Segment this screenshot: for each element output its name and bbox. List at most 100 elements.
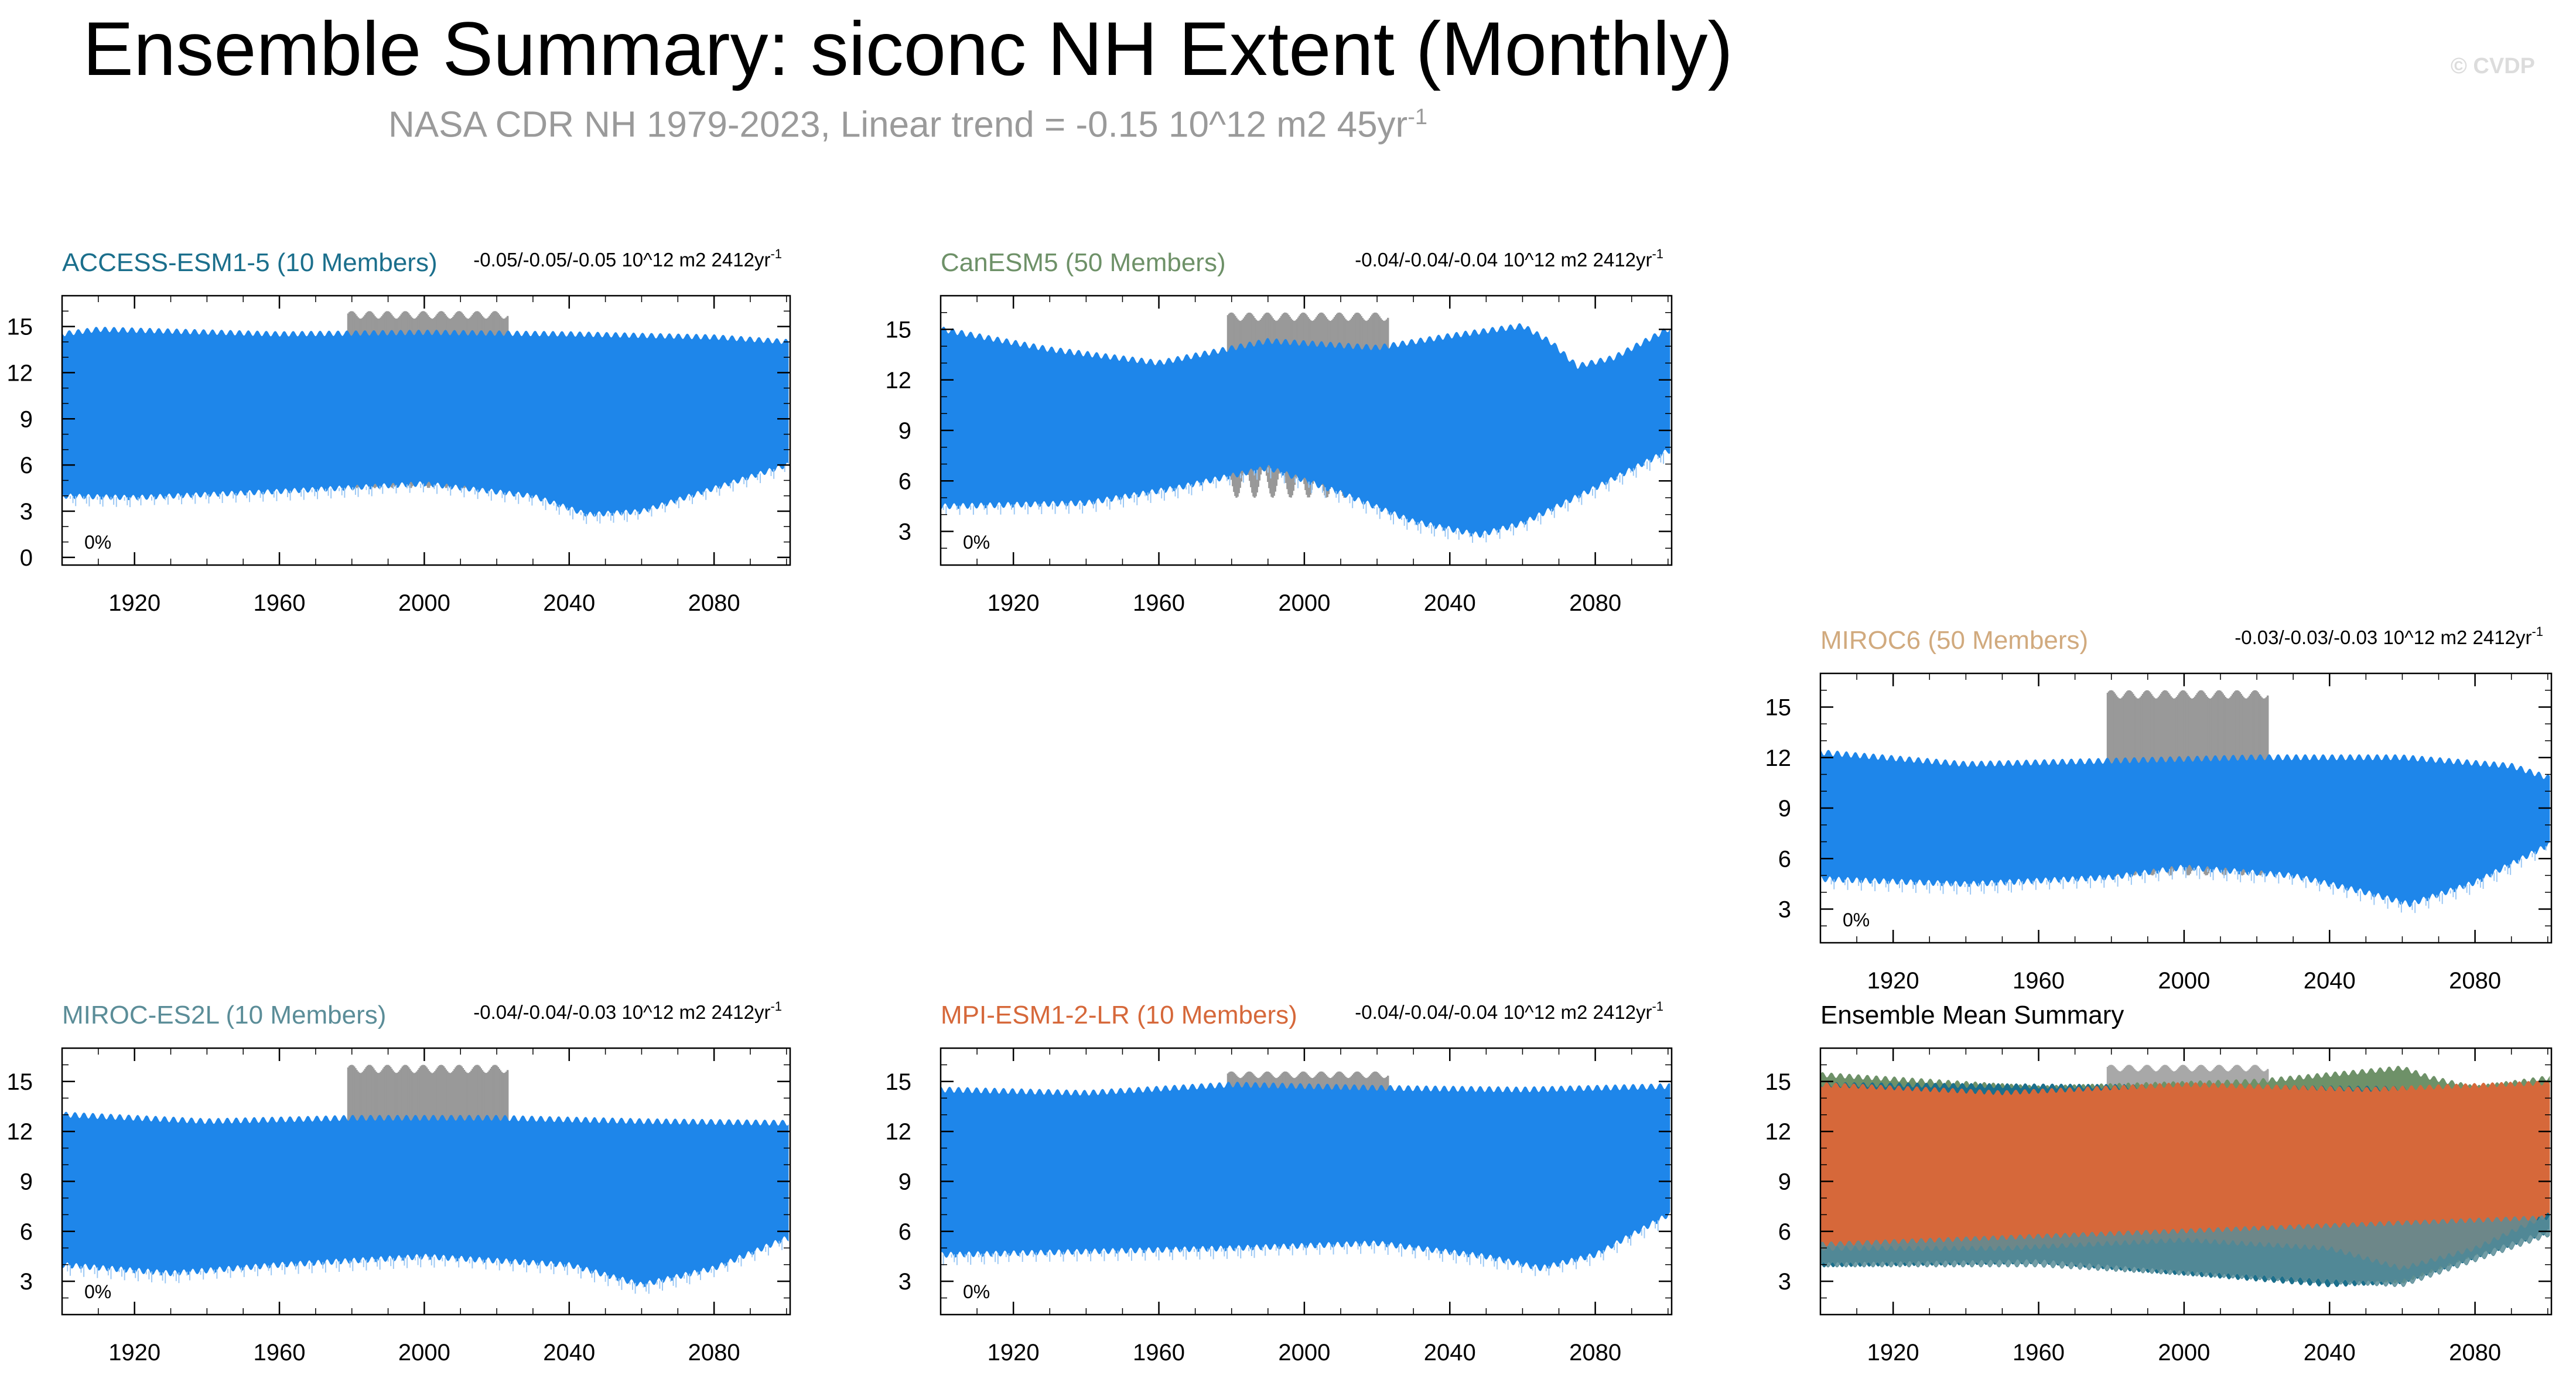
trend-label-text: -0.04/-0.04/-0.04 10^12 m2 2412yr [1355, 1001, 1652, 1023]
x-tick-label: 2040 [2304, 968, 2356, 994]
cvdp-watermark: © CVDP [2450, 54, 2535, 78]
x-tick-label: 1960 [1133, 590, 1185, 616]
y-tick-label: 12 [886, 368, 912, 393]
y-tick-label: 12 [886, 1119, 912, 1145]
percent-label: 0% [963, 1281, 990, 1302]
panel-miroc-es2l: 3 6 9 12 15 1920 1960 2000 2040 2080 MIROC-ES2L (1… [7, 999, 791, 1366]
panel-title: MIROC-ES2L (10 Members) [62, 1001, 386, 1029]
percent-label: 0% [84, 532, 111, 553]
panel-mpi-esm1-2-lr: 3 6 9 12 15 1920 1960 2000 2040 2080 MPI-ESM1-2-LR… [886, 999, 1673, 1366]
x-tick-label: 1920 [988, 590, 1040, 616]
trend-label-exponent: -1 [1652, 247, 1663, 261]
x-tick-label: 2000 [2158, 968, 2210, 994]
x-tick-label: 2040 [543, 1340, 595, 1366]
trend-label-exponent: -1 [2531, 624, 2543, 639]
panel-title: MIROC6 (50 Members) [1820, 626, 2088, 655]
y-tick-label: 3 [20, 499, 33, 525]
y-tick-label: 15 [7, 1069, 33, 1095]
panel-title: ACCESS-ESM1-5 (10 Members) [62, 248, 438, 277]
trend-label-text: -0.04/-0.04/-0.03 10^12 m2 2412yr [473, 1001, 770, 1023]
y-tick-label: 12 [7, 360, 33, 386]
panel-access-esm1-5: 0 3 6 9 12 15 1920 1960 2000 2040 2080 ACCESS-ESM1-… [7, 247, 791, 616]
model-spread-area [1820, 750, 2550, 908]
y-tick-label: 15 [7, 314, 33, 340]
trend-label: -0.05/-0.05/-0.05 10^12 m2 2412yr-1 [473, 247, 782, 271]
y-tick-label: 3 [1778, 897, 1791, 923]
y-tick-label: 9 [1778, 1169, 1791, 1195]
y-tick-label: 15 [886, 1069, 912, 1095]
trend-label-exponent: -1 [770, 999, 782, 1014]
x-tick-label: 1920 [1867, 1340, 1919, 1366]
x-tick-label: 1920 [1867, 968, 1919, 994]
panel-miroc6: 3 6 9 12 15 1920 1960 2000 2040 2080 MIROC6 (50 Me… [1765, 624, 2553, 994]
x-tick-label: 2080 [2449, 968, 2501, 994]
plot-area [62, 1065, 789, 1294]
x-tick-label: 2000 [1278, 1340, 1330, 1366]
y-tick-label: 3 [898, 519, 911, 545]
trend-label-text: -0.03/-0.03/-0.03 10^12 m2 2412yr [2235, 627, 2531, 648]
y-tick-label: 6 [898, 1219, 911, 1245]
trend-label: -0.04/-0.04/-0.04 10^12 m2 2412yr-1 [1355, 247, 1663, 271]
y-tick-label: 3 [898, 1269, 911, 1295]
y-tick-label: 15 [1765, 1069, 1792, 1095]
panel-title: MPI-ESM1-2-LR (10 Members) [941, 1001, 1297, 1029]
x-tick-label: 1920 [108, 1340, 160, 1366]
x-tick-label: 2080 [688, 590, 740, 616]
plot-area [941, 1071, 1670, 1277]
x-tick-label: 1920 [988, 1340, 1040, 1366]
x-tick-label: 2000 [398, 1340, 450, 1366]
y-tick-label: 6 [898, 468, 911, 494]
x-tick-label: 1960 [2013, 1340, 2065, 1366]
y-tick-label: 9 [898, 418, 911, 444]
panel-canesm5: 3 6 9 12 15 1920 1960 2000 2040 2080 CanESM5 (50 M… [886, 247, 1673, 616]
y-tick-label: 6 [20, 1219, 33, 1245]
y-tick-label: 12 [7, 1119, 33, 1145]
y-tick-label: 3 [20, 1269, 33, 1295]
x-tick-label: 2000 [1278, 590, 1330, 616]
plot-area [941, 312, 1670, 543]
y-tick-label: 12 [1765, 1119, 1792, 1145]
trend-label: -0.04/-0.04/-0.04 10^12 m2 2412yr-1 [1355, 999, 1663, 1023]
trend-label-text: -0.05/-0.05/-0.05 10^12 m2 2412yr [473, 249, 770, 271]
model-spread-area [941, 323, 1670, 538]
plot-frame [61, 295, 791, 566]
y-tick-label: 9 [20, 406, 33, 432]
trend-label-text: -0.04/-0.04/-0.04 10^12 m2 2412yr [1355, 249, 1652, 271]
x-tick-label: 2040 [2304, 1340, 2356, 1366]
y-tick-label: 15 [886, 317, 912, 343]
x-tick-label: 1920 [108, 590, 160, 616]
trend-label: -0.03/-0.03/-0.03 10^12 m2 2412yr-1 [2235, 624, 2543, 648]
x-tick-label: 2040 [1424, 1340, 1476, 1366]
ensemble-miroc-es2l-area [1820, 1215, 2550, 1287]
x-tick-label: 1960 [2013, 968, 2065, 994]
plot-area [1820, 690, 2550, 913]
panel-ensemble-mean: 3 6 9 12 15 1920 1960 2000 2040 2080 Ensemble Mean… [1765, 1001, 2553, 1366]
x-tick-label: 1960 [254, 1340, 306, 1366]
model-spread-area [62, 1111, 789, 1287]
panel-title: Ensemble Mean Summary [1820, 1001, 2124, 1029]
y-tick-label: 3 [1778, 1269, 1791, 1295]
x-tick-label: 1960 [254, 590, 306, 616]
percent-label: 0% [963, 532, 990, 553]
subtitle-text: NASA CDR NH 1979-2023, Linear trend = -0… [388, 104, 1408, 145]
y-tick-label: 9 [1778, 796, 1791, 822]
y-tick-label: 9 [898, 1169, 911, 1195]
model-spread-area [941, 1082, 1670, 1271]
trend-label-exponent: -1 [770, 247, 782, 261]
x-tick-label: 1960 [1133, 1340, 1185, 1366]
trend-label: -0.04/-0.04/-0.03 10^12 m2 2412yr-1 [473, 999, 782, 1023]
panel-title: CanESM5 (50 Members) [941, 248, 1226, 277]
y-tick-label: 15 [1765, 695, 1792, 721]
y-tick-label: 6 [20, 453, 33, 478]
x-tick-label: 2040 [543, 590, 595, 616]
x-tick-label: 2080 [1569, 590, 1621, 616]
subtitle-exponent: -1 [1407, 105, 1427, 129]
plot-area [1820, 1065, 2550, 1288]
y-tick-label: 6 [1778, 846, 1791, 872]
x-tick-label: 2040 [1424, 590, 1476, 616]
y-tick-label: 12 [1765, 745, 1792, 771]
x-tick-label: 2000 [398, 590, 450, 616]
page-subtitle: NASA CDR NH 1979-2023, Linear trend = -0… [0, 94, 1816, 149]
trend-label-exponent: -1 [1652, 999, 1663, 1014]
